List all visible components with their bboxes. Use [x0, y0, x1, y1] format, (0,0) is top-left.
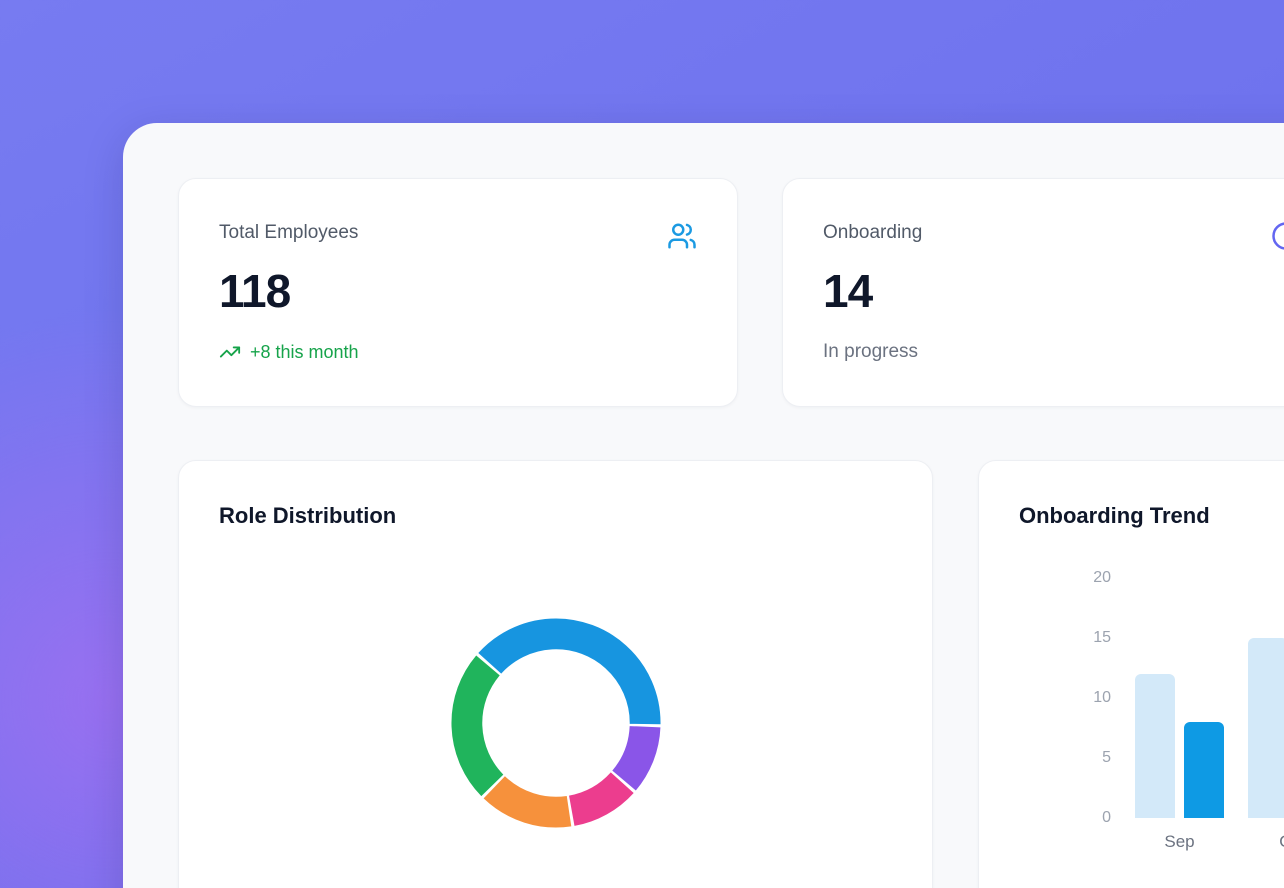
onboarding-trend-card: Onboarding Trend 0 5 10 15 20 Sep Oct: [978, 460, 1284, 888]
x-axis-label: Sep: [1164, 832, 1195, 851]
donut-segment-purple: [450, 618, 661, 828]
stat-value: 14: [823, 265, 873, 317]
y-axis-tick: 20: [1093, 569, 1111, 586]
donut-segment-pink: [450, 618, 661, 828]
stat-card-total-employees: Total Employees 118: [178, 178, 738, 407]
stat-label: Onboarding: [823, 222, 923, 243]
stat-value: 118: [219, 265, 291, 317]
stat-trend: +8 this month: [219, 341, 697, 363]
chart-title: Onboarding Trend: [1019, 503, 1210, 528]
trending-up-icon: [219, 341, 241, 363]
x-axis-label: Oct: [1248, 832, 1284, 852]
y-axis-tick: 5: [1102, 749, 1111, 766]
y-axis-tick: 0: [1102, 809, 1111, 826]
y-axis-tick: 10: [1093, 689, 1111, 706]
dashboard-panel: Total Employees 118: [123, 123, 1284, 888]
users-icon: [667, 221, 697, 251]
stat-card-onboarding: Onboarding 14 In progress: [782, 178, 1284, 407]
clock-icon: [1271, 221, 1284, 251]
role-distribution-donut-chart: [444, 611, 668, 835]
role-distribution-card: Role Distribution: [178, 460, 933, 888]
stat-trend-text: +8 this month: [250, 341, 359, 362]
donut-segment-blue: [450, 618, 661, 828]
stats-row: Total Employees 118: [178, 178, 1284, 407]
bar-sep-dark-blue: [1184, 722, 1224, 818]
y-axis-tick: 15: [1093, 629, 1111, 646]
chart-title: Role Distribution: [219, 503, 397, 528]
onboarding-trend-bar-chart: 0 5 10 15 20 Sep Oct: [979, 461, 1284, 888]
stat-subtext: In progress: [823, 341, 919, 362]
charts-row: Role Distribution Onboarding Trend 0 5 10 1…: [178, 460, 1284, 888]
stat-label: Total Employees: [219, 222, 359, 243]
bar-sep-light-blue: [1135, 674, 1175, 818]
bar-oct-light-blue: [1248, 638, 1284, 818]
